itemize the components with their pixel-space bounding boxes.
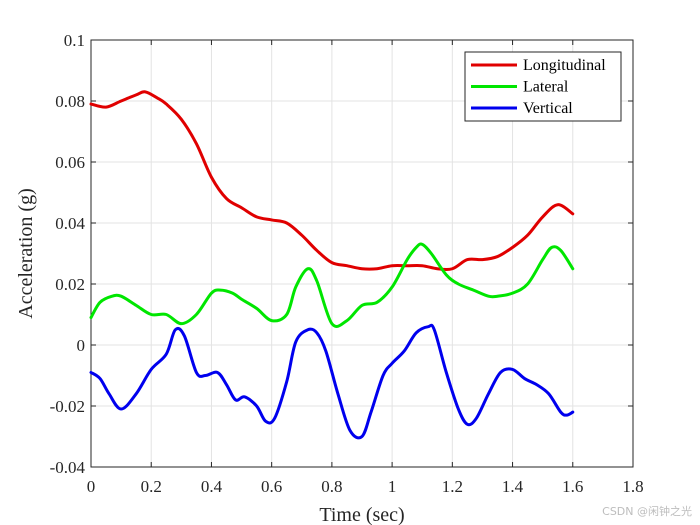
y-tick-label: 0 — [77, 336, 86, 355]
series-lines — [89, 90, 575, 440]
y-axis-label: Acceleration (g) — [15, 188, 37, 318]
x-tick-label: 1.6 — [562, 477, 583, 496]
x-tick-label: 1.8 — [622, 477, 643, 496]
y-tick-label: 0.08 — [55, 92, 85, 111]
x-tick-label: 0.2 — [141, 477, 162, 496]
series-line-vertical — [89, 323, 575, 440]
tick-marks — [90, 39, 634, 468]
y-tick-label: 0.06 — [55, 153, 85, 172]
x-tick-label: 0.8 — [321, 477, 342, 496]
x-tick-label: 1.4 — [502, 477, 524, 496]
x-axis-label: Time (sec) — [319, 504, 404, 525]
y-tick-label: -0.02 — [50, 397, 85, 416]
x-tick-label: 0.4 — [201, 477, 223, 496]
y-tick-labels: -0.04 -0.02 0 0.02 0.04 0.06 0.08 0.1 — [50, 31, 86, 477]
legend-label-vertical: Vertical — [523, 100, 573, 117]
x-tick-label: 1 — [388, 477, 397, 496]
legend: Longitudinal Lateral Vertical — [464, 51, 622, 122]
y-tick-label: 0.04 — [55, 214, 85, 233]
series-line-longitudinal — [89, 90, 575, 272]
series-line-lateral — [89, 242, 575, 328]
watermark: CSDN @闲钟之光 — [602, 505, 692, 518]
x-tick-label: 1.2 — [442, 477, 463, 496]
x-tick-label: 0.6 — [261, 477, 282, 496]
y-tick-label: 0.1 — [64, 31, 85, 50]
legend-label-longitudinal: Longitudinal — [523, 57, 606, 74]
y-tick-label: 0.02 — [55, 275, 85, 294]
legend-label-lateral: Lateral — [523, 79, 569, 96]
y-tick-label: -0.04 — [50, 458, 86, 477]
plot-area — [90, 39, 634, 468]
x-tick-label: 0 — [87, 477, 96, 496]
x-tick-labels: 0 0.2 0.4 0.6 0.8 1 1.2 1.4 1.6 1.8 — [87, 477, 644, 496]
